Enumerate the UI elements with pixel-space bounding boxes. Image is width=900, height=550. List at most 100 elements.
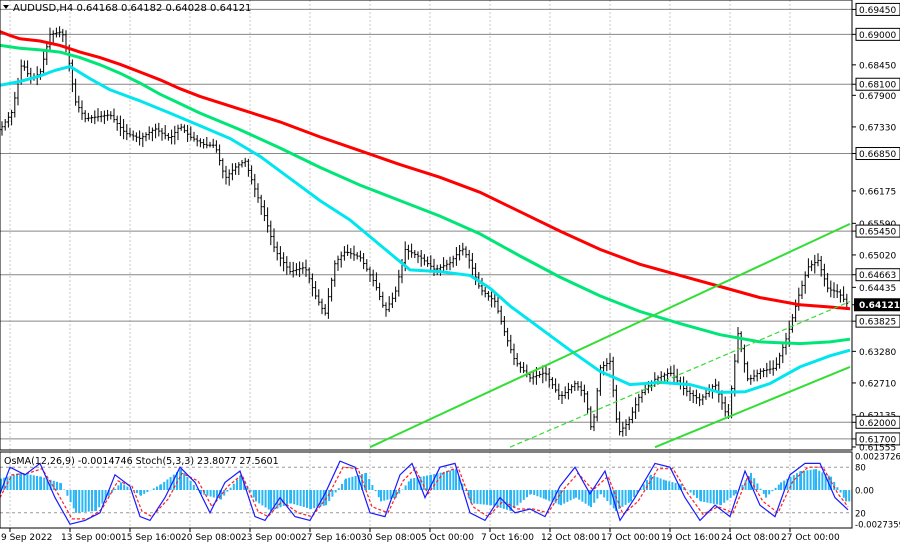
osma-bar: [230, 488, 232, 490]
x-tick-label: 23 Sep 00:00: [241, 533, 301, 543]
y-tick-label: 0.67330: [859, 123, 896, 133]
osma-bar: [123, 485, 125, 490]
osma-bar: [78, 490, 80, 512]
x-tick-label: 15 Sep 16:00: [121, 533, 181, 543]
osma-bar: [603, 490, 605, 497]
osma-bar: [633, 490, 635, 497]
osma-bar: [386, 490, 388, 500]
osma-bar: [156, 487, 158, 490]
x-tick-label: 9 Sep 2022: [1, 533, 52, 543]
osma-bar: [70, 490, 72, 502]
osma-bar: [16, 474, 18, 490]
y-tick-label: 0.66850: [859, 150, 896, 160]
osma-bar: [440, 473, 442, 490]
osma-bar: [186, 477, 188, 490]
osma-bar: [313, 490, 315, 508]
osma-bar: [540, 490, 542, 497]
osma-bar: [578, 490, 580, 500]
osma-bar: [401, 489, 403, 490]
osma-bar: [630, 490, 632, 501]
osma-bar: [265, 490, 267, 507]
sub-y-tick-label: 0.0023726: [855, 452, 900, 462]
osma-bar: [306, 490, 308, 508]
osma-bar: [775, 488, 777, 490]
x-tick-label: 17 Oct 00:00: [601, 533, 660, 543]
osma-bar: [696, 490, 698, 498]
osma-bar: [405, 485, 407, 490]
osma-bar: [56, 482, 58, 490]
osma-bar: [600, 490, 602, 494]
osma-bar: [36, 476, 38, 490]
x-tick-label: 13 Sep 00:00: [61, 533, 121, 543]
osma-bar: [33, 475, 35, 490]
x-tick-label: 5 Oct 00:00: [421, 533, 474, 543]
osma-bar: [593, 490, 595, 503]
osma-bar: [91, 490, 93, 511]
y-tick-label: 0.69450: [859, 6, 896, 16]
osma-bar: [516, 490, 518, 505]
osma-bar: [98, 490, 100, 507]
osma-bar: [40, 477, 42, 490]
osma-bar: [596, 490, 598, 499]
osma-bar: [513, 490, 515, 508]
osma-bar: [180, 469, 182, 490]
osma-bar: [566, 490, 568, 502]
osma-bar: [548, 490, 550, 501]
osma-bar: [756, 483, 758, 490]
osma-bar: [253, 490, 255, 497]
osma-bar: [300, 490, 302, 506]
indicator-label: OsMA(12,26,9) -0.0014746 Stoch(5,3,3) 23…: [4, 456, 279, 467]
osma-bar: [563, 490, 565, 504]
osma-bar: [536, 490, 538, 496]
osma-bar: [213, 490, 215, 497]
y-tick-label: 0.63825: [859, 318, 896, 328]
osma-bar: [255, 490, 257, 501]
osma-bar: [533, 490, 535, 495]
x-tick-label: 19 Oct 16:00: [661, 533, 720, 543]
osma-bar: [355, 476, 357, 490]
osma-bar: [95, 490, 97, 511]
osma-bar: [496, 490, 498, 507]
osma-bar: [690, 490, 692, 493]
osma-bar: [345, 479, 347, 490]
osma-bar: [570, 490, 572, 500]
sub-y-tick-label: 0.00: [855, 487, 874, 497]
osma-bar: [530, 490, 532, 494]
osma-bar: [675, 483, 677, 490]
osma-bar: [73, 490, 75, 508]
osma-bar: [226, 490, 228, 492]
osma-bar: [706, 490, 708, 503]
header-area: AUDUSD,H4 0.64168 0.64182 0.64028 0.6412…: [3, 3, 251, 14]
osma-bar: [545, 490, 547, 500]
osma-bar: [276, 490, 278, 508]
osma-bar: [486, 490, 488, 505]
osma-bar: [268, 490, 270, 510]
osma-bar: [375, 490, 377, 491]
osma-bar: [81, 490, 83, 512]
osma-bar: [693, 490, 695, 495]
osma-bar: [575, 490, 577, 498]
price-axis: 0.694500.690000.684500.681000.679000.673…: [852, 0, 900, 546]
osma-bar: [476, 490, 478, 504]
osma-bar: [483, 490, 485, 505]
chart-header-label: AUDUSD,H4 0.64168 0.64182 0.64028 0.6412…: [13, 3, 251, 14]
x-tick-label: 30 Sep 08:00: [361, 533, 421, 543]
osma-bar: [735, 490, 737, 494]
osma-bar: [660, 478, 662, 490]
osma-bar: [778, 485, 780, 490]
y-tick-label: 0.62000: [859, 419, 896, 429]
osma-bar: [166, 479, 168, 490]
osma-bar: [193, 485, 195, 490]
osma-bar: [410, 479, 412, 490]
y-tick-label: 0.69000: [859, 31, 896, 41]
osma-bar: [803, 471, 805, 490]
osma-bar: [408, 481, 410, 490]
sub-y-tick-label: 80: [855, 464, 866, 474]
osma-bar: [60, 483, 62, 490]
osma-bar: [153, 488, 155, 490]
osma-bar: [845, 490, 847, 501]
osma-bar: [815, 469, 817, 490]
osma-bar: [368, 479, 370, 490]
osma-bar: [723, 490, 725, 503]
